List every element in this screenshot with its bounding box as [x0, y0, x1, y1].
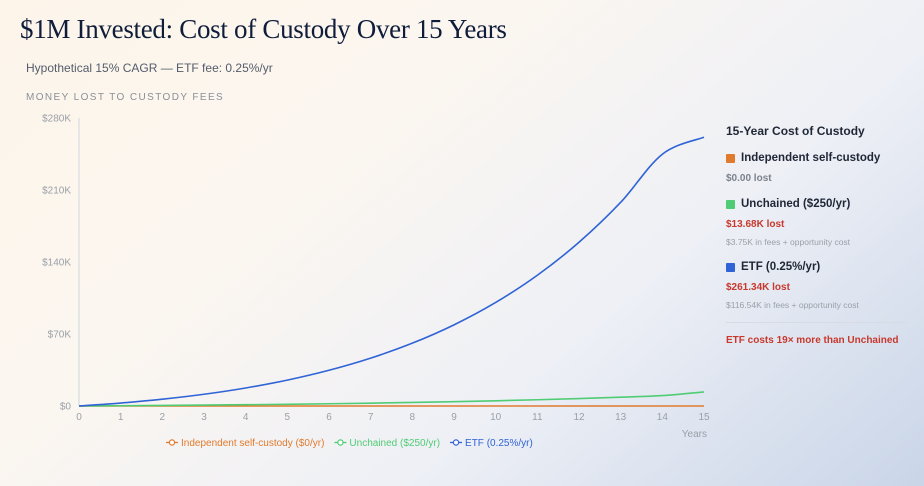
- legend-etf-label: ETF (0.25%/yr): [465, 438, 533, 449]
- legend-unchained-label: Unchained ($250/yr): [349, 438, 440, 449]
- x-tick-label: 1: [118, 412, 124, 423]
- panel-title: 15-Year Cost of Custody: [726, 124, 865, 138]
- entry-lost-value: $0.00 lost: [726, 173, 772, 184]
- entry-self-custody: Independent self-custody $0.00 lost: [726, 152, 908, 184]
- x-tick-label: 8: [410, 412, 416, 423]
- x-tick-label: 9: [451, 412, 457, 423]
- x-tick-label: 11: [532, 412, 543, 423]
- page-title: $1M Invested: Cost of Custody Over 15 Ye…: [20, 14, 507, 44]
- cost-summary-panel: 15-Year Cost of Custody Independent self…: [726, 116, 908, 346]
- legend-self-custody-label: Independent self-custody ($0/yr): [181, 438, 324, 449]
- y-tick-label: $280K: [42, 114, 71, 125]
- unchained-line: [78, 391, 705, 407]
- x-tick-label: 12: [573, 412, 585, 423]
- legend-etf-marker-icon: [452, 439, 460, 446]
- x-tick-label: 3: [201, 412, 207, 423]
- x-tick-label: 14: [657, 412, 669, 423]
- x-tick-label: 13: [615, 412, 627, 423]
- y-tick-label: $210K: [42, 186, 71, 197]
- y-tick-label: $0: [60, 402, 72, 413]
- x-tick-label: 5: [285, 412, 291, 423]
- etf-swatch-icon: [726, 262, 735, 272]
- entry-unchained: Unchained ($250/yr) $13.68K lost $3.75K …: [726, 198, 908, 247]
- x-tick-label: 15: [698, 412, 710, 423]
- entry-note: $3.75K in fees + opportunity cost: [726, 237, 851, 247]
- x-tick-label: 4: [243, 412, 249, 423]
- panel-divider: [726, 322, 908, 323]
- entry-label: Independent self-custody: [741, 152, 881, 164]
- cost-comparison-summary: ETF costs 19× more than Unchained: [726, 335, 899, 346]
- x-tick-label: 10: [490, 412, 502, 423]
- self-custody-swatch-icon: [726, 153, 735, 163]
- entry-lost-value: $261.34K lost: [726, 282, 790, 293]
- entry-note: $116.54K in fees + opportunity cost: [726, 300, 859, 310]
- x-tick-label: 2: [160, 412, 166, 423]
- y-tick-label: $140K: [42, 258, 71, 269]
- entry-label: ETF (0.25%/yr): [741, 261, 821, 273]
- x-tick-label: 7: [368, 412, 374, 423]
- entry-etf: ETF (0.25%/yr) $261.34K lost $116.54K in…: [726, 261, 908, 310]
- page-subtitle: Hypothetical 15% CAGR — ETF fee: 0.25%/y…: [26, 61, 273, 75]
- entry-lost-value: $13.68K lost: [726, 219, 785, 230]
- unchained-swatch-icon: [726, 199, 735, 209]
- x-tick-label: 0: [76, 412, 82, 423]
- chart-section-label: MONEY LOST TO CUSTODY FEES: [26, 92, 225, 103]
- y-tick-label: $70K: [48, 330, 72, 341]
- entry-label: Unchained ($250/yr): [741, 198, 851, 210]
- legend-unchained-marker-icon: [337, 439, 344, 446]
- x-axis-label: Years: [682, 429, 707, 440]
- x-tick-label: 6: [326, 412, 332, 423]
- etf-line: [78, 136, 705, 407]
- legend-self-custody-marker-icon: [168, 439, 176, 446]
